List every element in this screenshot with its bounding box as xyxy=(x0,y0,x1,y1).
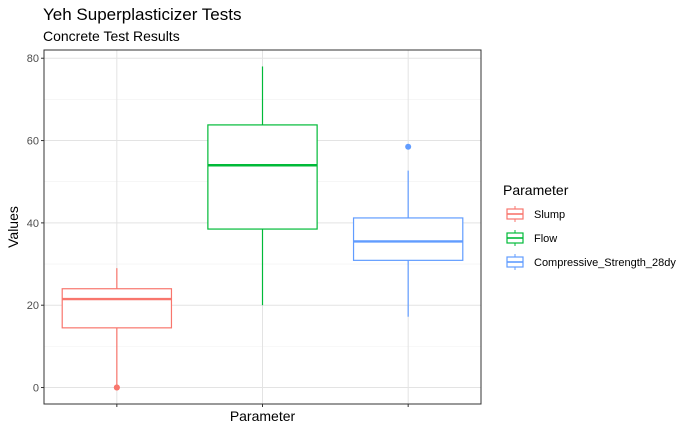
y-tick-label: 60 xyxy=(27,136,39,148)
legend-item-slump: Slump xyxy=(506,206,565,222)
iqr-box xyxy=(207,124,318,230)
legend-label: Slump xyxy=(534,209,565,221)
chart-subtitle: Concrete Test Results xyxy=(43,28,180,44)
legend-item-compressive-strength-28dy: Compressive_Strength_28dy xyxy=(506,254,676,270)
y-tick-label: 80 xyxy=(27,53,39,65)
y-axis-title: Values xyxy=(5,206,21,248)
box-slump xyxy=(61,268,173,391)
box-flow xyxy=(207,66,318,306)
x-axis-title: Parameter xyxy=(230,408,296,424)
box-compressive-strength-28dy xyxy=(352,143,464,317)
boxes xyxy=(61,66,464,391)
y-tick-label: 0 xyxy=(33,383,39,395)
axes: 0 20 40 60 80 xyxy=(27,53,409,407)
iqr-box xyxy=(352,217,464,261)
chart-title: Yeh Superplasticizer Tests xyxy=(43,5,242,24)
legend-label: Flow xyxy=(534,233,557,245)
legend-title: Parameter xyxy=(503,182,569,198)
iqr-box xyxy=(61,288,173,329)
legend-label: Compressive_Strength_28dy xyxy=(534,257,676,269)
legend: Parameter Slump Flow Compressive_Strength_… xyxy=(503,182,676,270)
y-tick-label: 20 xyxy=(27,300,39,312)
outlier-point xyxy=(113,384,120,391)
outlier-point xyxy=(405,143,412,150)
y-tick-label: 40 xyxy=(27,218,39,230)
legend-item-flow: Flow xyxy=(506,230,557,246)
